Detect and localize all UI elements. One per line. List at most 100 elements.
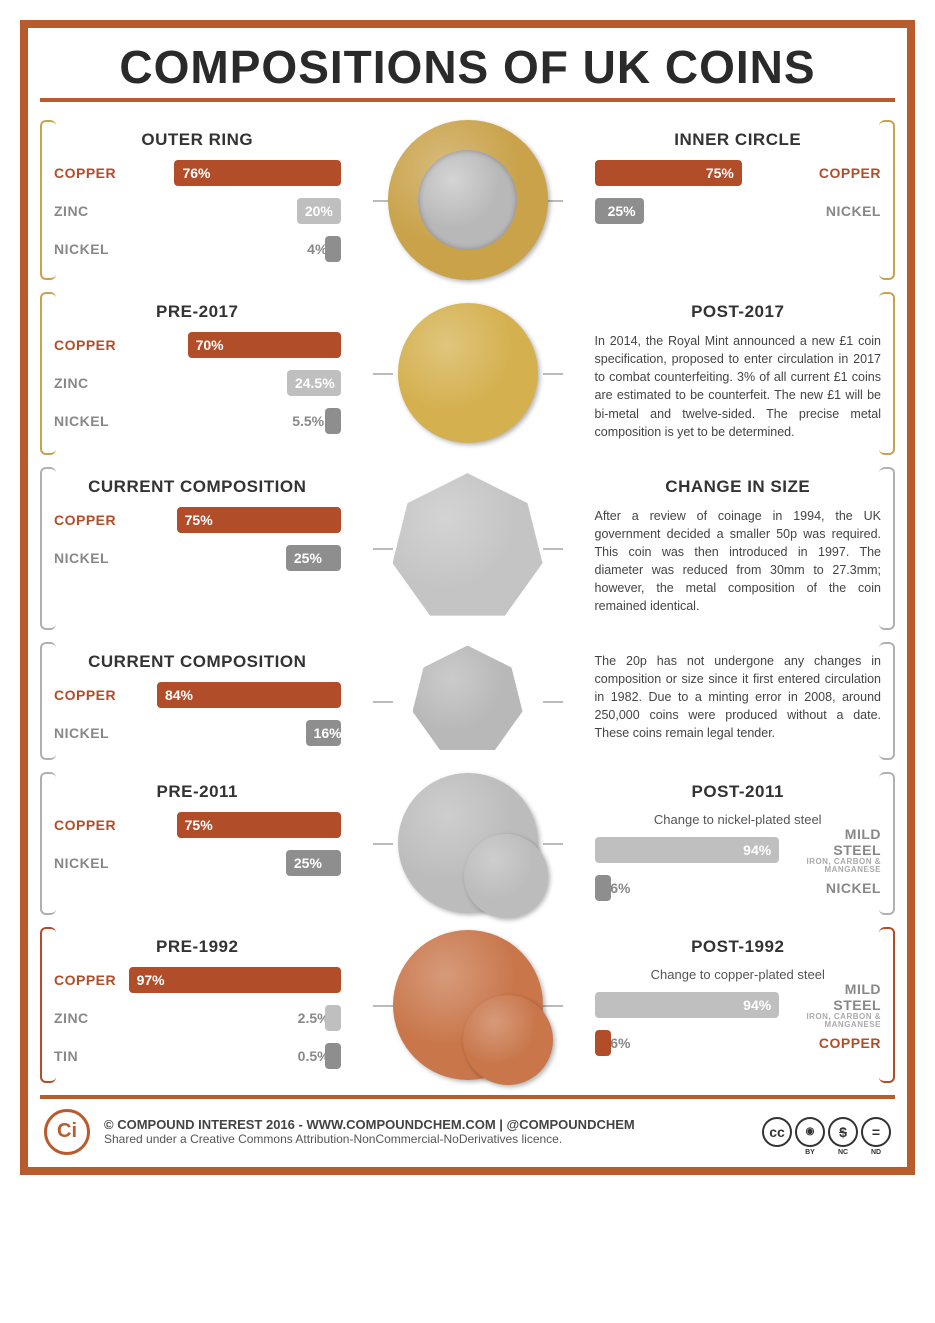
pct-label: 6% [610, 1030, 630, 1056]
bar-track: 75% [595, 160, 792, 186]
bar-fill [325, 408, 341, 434]
page-title: COMPOSITIONS OF UK COINS [40, 40, 895, 102]
metal-label: COPPER [54, 165, 122, 181]
composition-bar: COPPER 76% [54, 160, 341, 186]
bar-track: 4% [122, 236, 341, 262]
cc-icons: cc◉BY$NC=ND [762, 1117, 891, 1147]
footer: Ci © COMPOUND INTEREST 2016 - WWW.COMPOU… [40, 1099, 895, 1155]
panel-heading: POST-2011 [595, 782, 882, 802]
bar-fill [325, 1005, 341, 1031]
right-panel: POST-2017In 2014, the Royal Mint announc… [573, 292, 896, 455]
metal-label: NICKEL [54, 725, 122, 741]
coin-row: PRE-1992COPPER97%ZINC2.5%TIN0.5%POST-199… [40, 927, 895, 1083]
coin-image [373, 927, 563, 1083]
composition-bar: NICKEL 25% [54, 850, 341, 876]
bar-track: 94% [595, 837, 792, 863]
composition-bar: COPPER97% [54, 967, 341, 993]
bar-fill: 75% [595, 160, 742, 186]
bar-fill [325, 1043, 341, 1069]
bar-track: 84% [122, 682, 341, 708]
panel-heading: PRE-1992 [54, 937, 341, 957]
right-panel: The 20p has not undergone any changes in… [573, 642, 896, 760]
metal-label: COPPER [791, 165, 881, 181]
bar-fill [325, 236, 341, 262]
bar-track: 97% [122, 967, 341, 993]
outer-frame: COMPOSITIONS OF UK COINS OUTER RINGCOPPE… [20, 20, 915, 1175]
footer-line-1: © COMPOUND INTEREST 2016 - WWW.COMPOUNDC… [104, 1117, 748, 1132]
bar-track: 25% [122, 850, 341, 876]
bar-fill: 76% [174, 160, 340, 186]
composition-bar: COPPER 75% [54, 812, 341, 838]
metal-label: NICKEL [54, 855, 122, 871]
bar-track: 2.5% [122, 1005, 341, 1031]
bar-track: 94% [595, 992, 792, 1018]
bar-fill: 25% [286, 545, 341, 571]
bar-track: 25% [122, 545, 341, 571]
bar-fill: 94% [595, 837, 780, 863]
left-panel: CURRENT COMPOSITION COPPER 84% NICKEL16% [40, 642, 363, 760]
metal-label: NICKEL [54, 550, 122, 566]
composition-bar: COPPER75% [54, 507, 341, 533]
composition-bar: NICKEL 25% [54, 545, 341, 571]
coin-image [373, 120, 563, 280]
coin-row: PRE-2017COPPER70%ZINC24.5%NICKEL5.5%POST… [40, 292, 895, 455]
bar-track: 6% [595, 875, 792, 901]
panel-heading: CHANGE IN SIZE [595, 477, 882, 497]
coin-image [373, 772, 563, 915]
left-panel: CURRENT COMPOSITIONCOPPER75%NICKEL25% [40, 467, 363, 630]
footer-line-2: Shared under a Creative Commons Attribut… [104, 1132, 748, 1146]
metal-label: NICKEL [54, 413, 122, 429]
metal-label: ZINC [54, 203, 122, 219]
metal-label: COPPER [54, 972, 122, 988]
cc-nd-icon: =ND [861, 1117, 891, 1147]
bar-fill: 84% [157, 682, 341, 708]
bar-track: 16% [122, 720, 341, 746]
bar-track: 75% [122, 812, 341, 838]
bar-fill: 94% [595, 992, 780, 1018]
bar-fill: 70% [188, 332, 341, 358]
metal-label: COPPER [54, 337, 122, 353]
bar-fill: 20% [297, 198, 341, 224]
coin-image [373, 642, 563, 760]
coin-image [373, 292, 563, 455]
metal-label: COPPER [54, 687, 122, 703]
left-panel: PRE-2011 COPPER 75% NICKEL 25% [40, 772, 363, 915]
footer-text: © COMPOUND INTEREST 2016 - WWW.COMPOUNDC… [104, 1117, 748, 1146]
left-panel: OUTER RINGCOPPER76%ZINC20%NICKEL4% [40, 120, 363, 280]
composition-bar: 25%NICKEL [595, 198, 882, 224]
metal-label: COPPER [54, 817, 122, 833]
cc-nc-icon: $NC [828, 1117, 858, 1147]
panel-heading: CURRENT COMPOSITION [54, 652, 341, 672]
bar-fill: 75% [177, 812, 341, 838]
panel-heading: PRE-2011 [54, 782, 341, 802]
metal-label: NICKEL [791, 880, 881, 896]
composition-bar: ZINC 20% [54, 198, 341, 224]
panel-heading: INNER CIRCLE [595, 130, 882, 150]
composition-bar: NICKEL16% [54, 720, 341, 746]
metal-label: ZINC [54, 1010, 122, 1026]
composition-bar: NICKEL5.5% [54, 408, 341, 434]
left-panel: PRE-1992COPPER97%ZINC2.5%TIN0.5% [40, 927, 363, 1083]
bar-fill: 25% [286, 850, 341, 876]
right-panel: CHANGE IN SIZE After a review of coinage … [573, 467, 896, 630]
composition-bar: 6%NICKEL [595, 875, 882, 901]
bar-fill: 24.5% [287, 370, 341, 396]
composition-bar: COPPER 70% [54, 332, 341, 358]
cc-by-icon: ◉BY [795, 1117, 825, 1147]
composition-bar: 94%MILD STEELIRON, CARBON & MANGANESE [595, 837, 882, 863]
info-text: After a review of coinage in 1994, the U… [595, 507, 882, 616]
panel-heading: PRE-2017 [54, 302, 341, 322]
panel-heading: POST-1992 [595, 937, 882, 957]
bar-track: 6% [595, 1030, 792, 1056]
composition-bar: 94%MILD STEELIRON, CARBON & MANGANESE [595, 992, 882, 1018]
info-text: In 2014, the Royal Mint announced a new … [595, 332, 882, 441]
bar-track: 25% [595, 198, 792, 224]
metal-label: NICKEL [54, 241, 122, 257]
panel-subheading: Change to copper-plated steel [595, 967, 882, 982]
composition-bar: 75% COPPER [595, 160, 882, 186]
bar-track: 0.5% [122, 1043, 341, 1069]
bar-fill: 25% [595, 198, 644, 224]
bar-track: 5.5% [122, 408, 341, 434]
composition-bar: 6%COPPER [595, 1030, 882, 1056]
bar-track: 75% [122, 507, 341, 533]
